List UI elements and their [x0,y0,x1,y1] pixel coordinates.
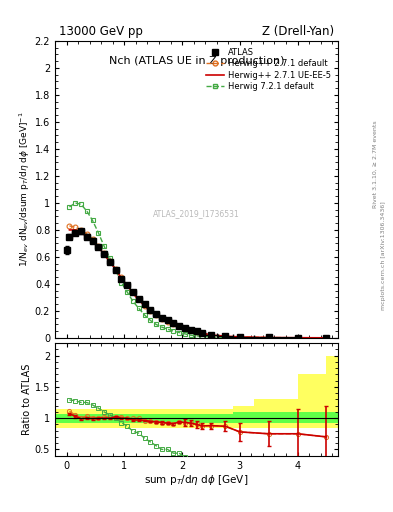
Text: Rivet 3.1.10, ≥ 2.7M events: Rivet 3.1.10, ≥ 2.7M events [373,120,378,208]
Text: mcplots.cern.ch [arXiv:1306.3436]: mcplots.cern.ch [arXiv:1306.3436] [381,202,386,310]
Text: 13000 GeV pp: 13000 GeV pp [59,26,143,38]
Text: Z (Drell-Yan): Z (Drell-Yan) [262,26,334,38]
Text: Nch (ATLAS UE in Z production): Nch (ATLAS UE in Z production) [109,56,284,66]
Y-axis label: 1/N$_{ev}$ dN$_{ev}$/dsum p$_T$/d$\eta$ d$\phi$ [GeV]$^{-1}$: 1/N$_{ev}$ dN$_{ev}$/dsum p$_T$/d$\eta$ … [17,112,32,267]
Y-axis label: Ratio to ATLAS: Ratio to ATLAS [22,364,32,435]
Text: ATLAS_2019_I1736531: ATLAS_2019_I1736531 [153,209,240,218]
Legend: ATLAS, Herwig++ 2.7.1 default, Herwig++ 2.7.1 UE-EE-5, Herwig 7.2.1 default: ATLAS, Herwig++ 2.7.1 default, Herwig++ … [203,45,334,94]
X-axis label: sum p$_T$/d$\eta$ d$\phi$ [GeV]: sum p$_T$/d$\eta$ d$\phi$ [GeV] [144,473,249,487]
